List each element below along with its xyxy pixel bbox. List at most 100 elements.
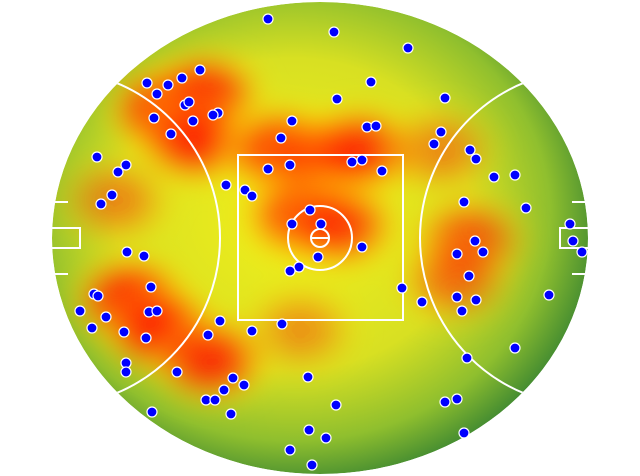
player-marker bbox=[202, 329, 214, 341]
player-marker bbox=[120, 366, 132, 378]
player-marker bbox=[275, 132, 287, 144]
player-marker bbox=[151, 305, 163, 317]
player-marker bbox=[112, 166, 124, 178]
player-marker bbox=[220, 179, 232, 191]
player-marker bbox=[567, 235, 579, 247]
player-marker bbox=[194, 64, 206, 76]
player-marker bbox=[456, 305, 468, 317]
centre-circle bbox=[287, 205, 353, 271]
player-marker bbox=[356, 241, 368, 253]
player-marker bbox=[396, 282, 408, 294]
player-marker bbox=[86, 322, 98, 334]
player-marker bbox=[187, 115, 199, 127]
player-marker bbox=[246, 325, 258, 337]
player-marker bbox=[162, 79, 174, 91]
player-marker bbox=[470, 153, 482, 165]
heat-zone bbox=[52, 145, 185, 255]
player-marker bbox=[376, 165, 388, 177]
player-marker bbox=[165, 128, 177, 140]
player-marker bbox=[286, 115, 298, 127]
player-marker bbox=[370, 120, 382, 132]
heat-zone bbox=[385, 225, 525, 335]
player-marker bbox=[225, 408, 237, 420]
player-marker bbox=[331, 93, 343, 105]
player-marker bbox=[293, 261, 305, 273]
player-marker bbox=[74, 305, 86, 317]
player-marker bbox=[458, 427, 470, 439]
player-marker bbox=[141, 77, 153, 89]
player-marker bbox=[543, 289, 555, 301]
player-marker bbox=[330, 399, 342, 411]
player-marker bbox=[304, 204, 316, 216]
player-positions bbox=[74, 13, 588, 471]
player-marker bbox=[246, 190, 258, 202]
player-marker bbox=[428, 138, 440, 150]
player-marker bbox=[120, 159, 132, 171]
player-marker bbox=[463, 270, 475, 282]
player-marker bbox=[118, 326, 130, 338]
player-marker bbox=[176, 72, 188, 84]
player-marker bbox=[564, 218, 576, 230]
player-marker bbox=[276, 318, 288, 330]
player-marker bbox=[520, 202, 532, 214]
right-50m-arc bbox=[419, 69, 588, 407]
player-marker bbox=[214, 315, 226, 327]
player-marker bbox=[451, 393, 463, 405]
heat-zone bbox=[230, 275, 370, 385]
player-marker bbox=[328, 26, 340, 38]
player-marker bbox=[315, 218, 327, 230]
right-goal-square bbox=[559, 227, 588, 249]
player-marker bbox=[171, 366, 183, 378]
player-marker bbox=[509, 342, 521, 354]
player-marker bbox=[451, 248, 463, 260]
player-marker bbox=[451, 291, 463, 303]
player-marker bbox=[356, 154, 368, 166]
player-marker bbox=[207, 109, 219, 121]
player-marker bbox=[303, 424, 315, 436]
player-marker bbox=[140, 332, 152, 344]
player-marker bbox=[138, 250, 150, 262]
player-marker bbox=[183, 96, 195, 108]
player-marker bbox=[91, 151, 103, 163]
player-marker bbox=[286, 218, 298, 230]
player-marker bbox=[439, 396, 451, 408]
player-marker bbox=[312, 251, 324, 263]
player-marker bbox=[284, 265, 296, 277]
player-marker bbox=[262, 13, 274, 25]
heat-zone bbox=[270, 170, 410, 280]
player-marker bbox=[461, 352, 473, 364]
player-marker bbox=[416, 296, 428, 308]
player-marker bbox=[148, 112, 160, 124]
player-marker bbox=[469, 235, 481, 247]
player-marker bbox=[284, 159, 296, 171]
player-marker bbox=[488, 171, 500, 183]
centre-square bbox=[237, 154, 404, 321]
player-marker bbox=[365, 76, 377, 88]
player-marker bbox=[145, 281, 157, 293]
player-marker bbox=[146, 406, 158, 418]
player-marker bbox=[576, 246, 588, 258]
player-marker bbox=[239, 184, 251, 196]
player-marker bbox=[458, 196, 470, 208]
player-marker bbox=[470, 294, 482, 306]
left-50m-arc bbox=[52, 69, 221, 407]
player-marker bbox=[477, 246, 489, 258]
player-marker bbox=[95, 198, 107, 210]
player-marker bbox=[284, 444, 296, 456]
player-marker bbox=[238, 379, 250, 391]
player-marker bbox=[402, 42, 414, 54]
player-marker bbox=[151, 88, 163, 100]
player-marker bbox=[509, 169, 521, 181]
player-marker bbox=[435, 126, 447, 138]
player-marker bbox=[106, 189, 118, 201]
player-marker bbox=[209, 394, 221, 406]
player-marker bbox=[100, 311, 112, 323]
player-marker bbox=[306, 459, 318, 471]
heat-zone bbox=[370, 95, 510, 205]
player-marker bbox=[464, 144, 476, 156]
left-goal-square bbox=[52, 227, 81, 249]
field-markings bbox=[52, 69, 588, 407]
player-marker bbox=[262, 163, 274, 175]
